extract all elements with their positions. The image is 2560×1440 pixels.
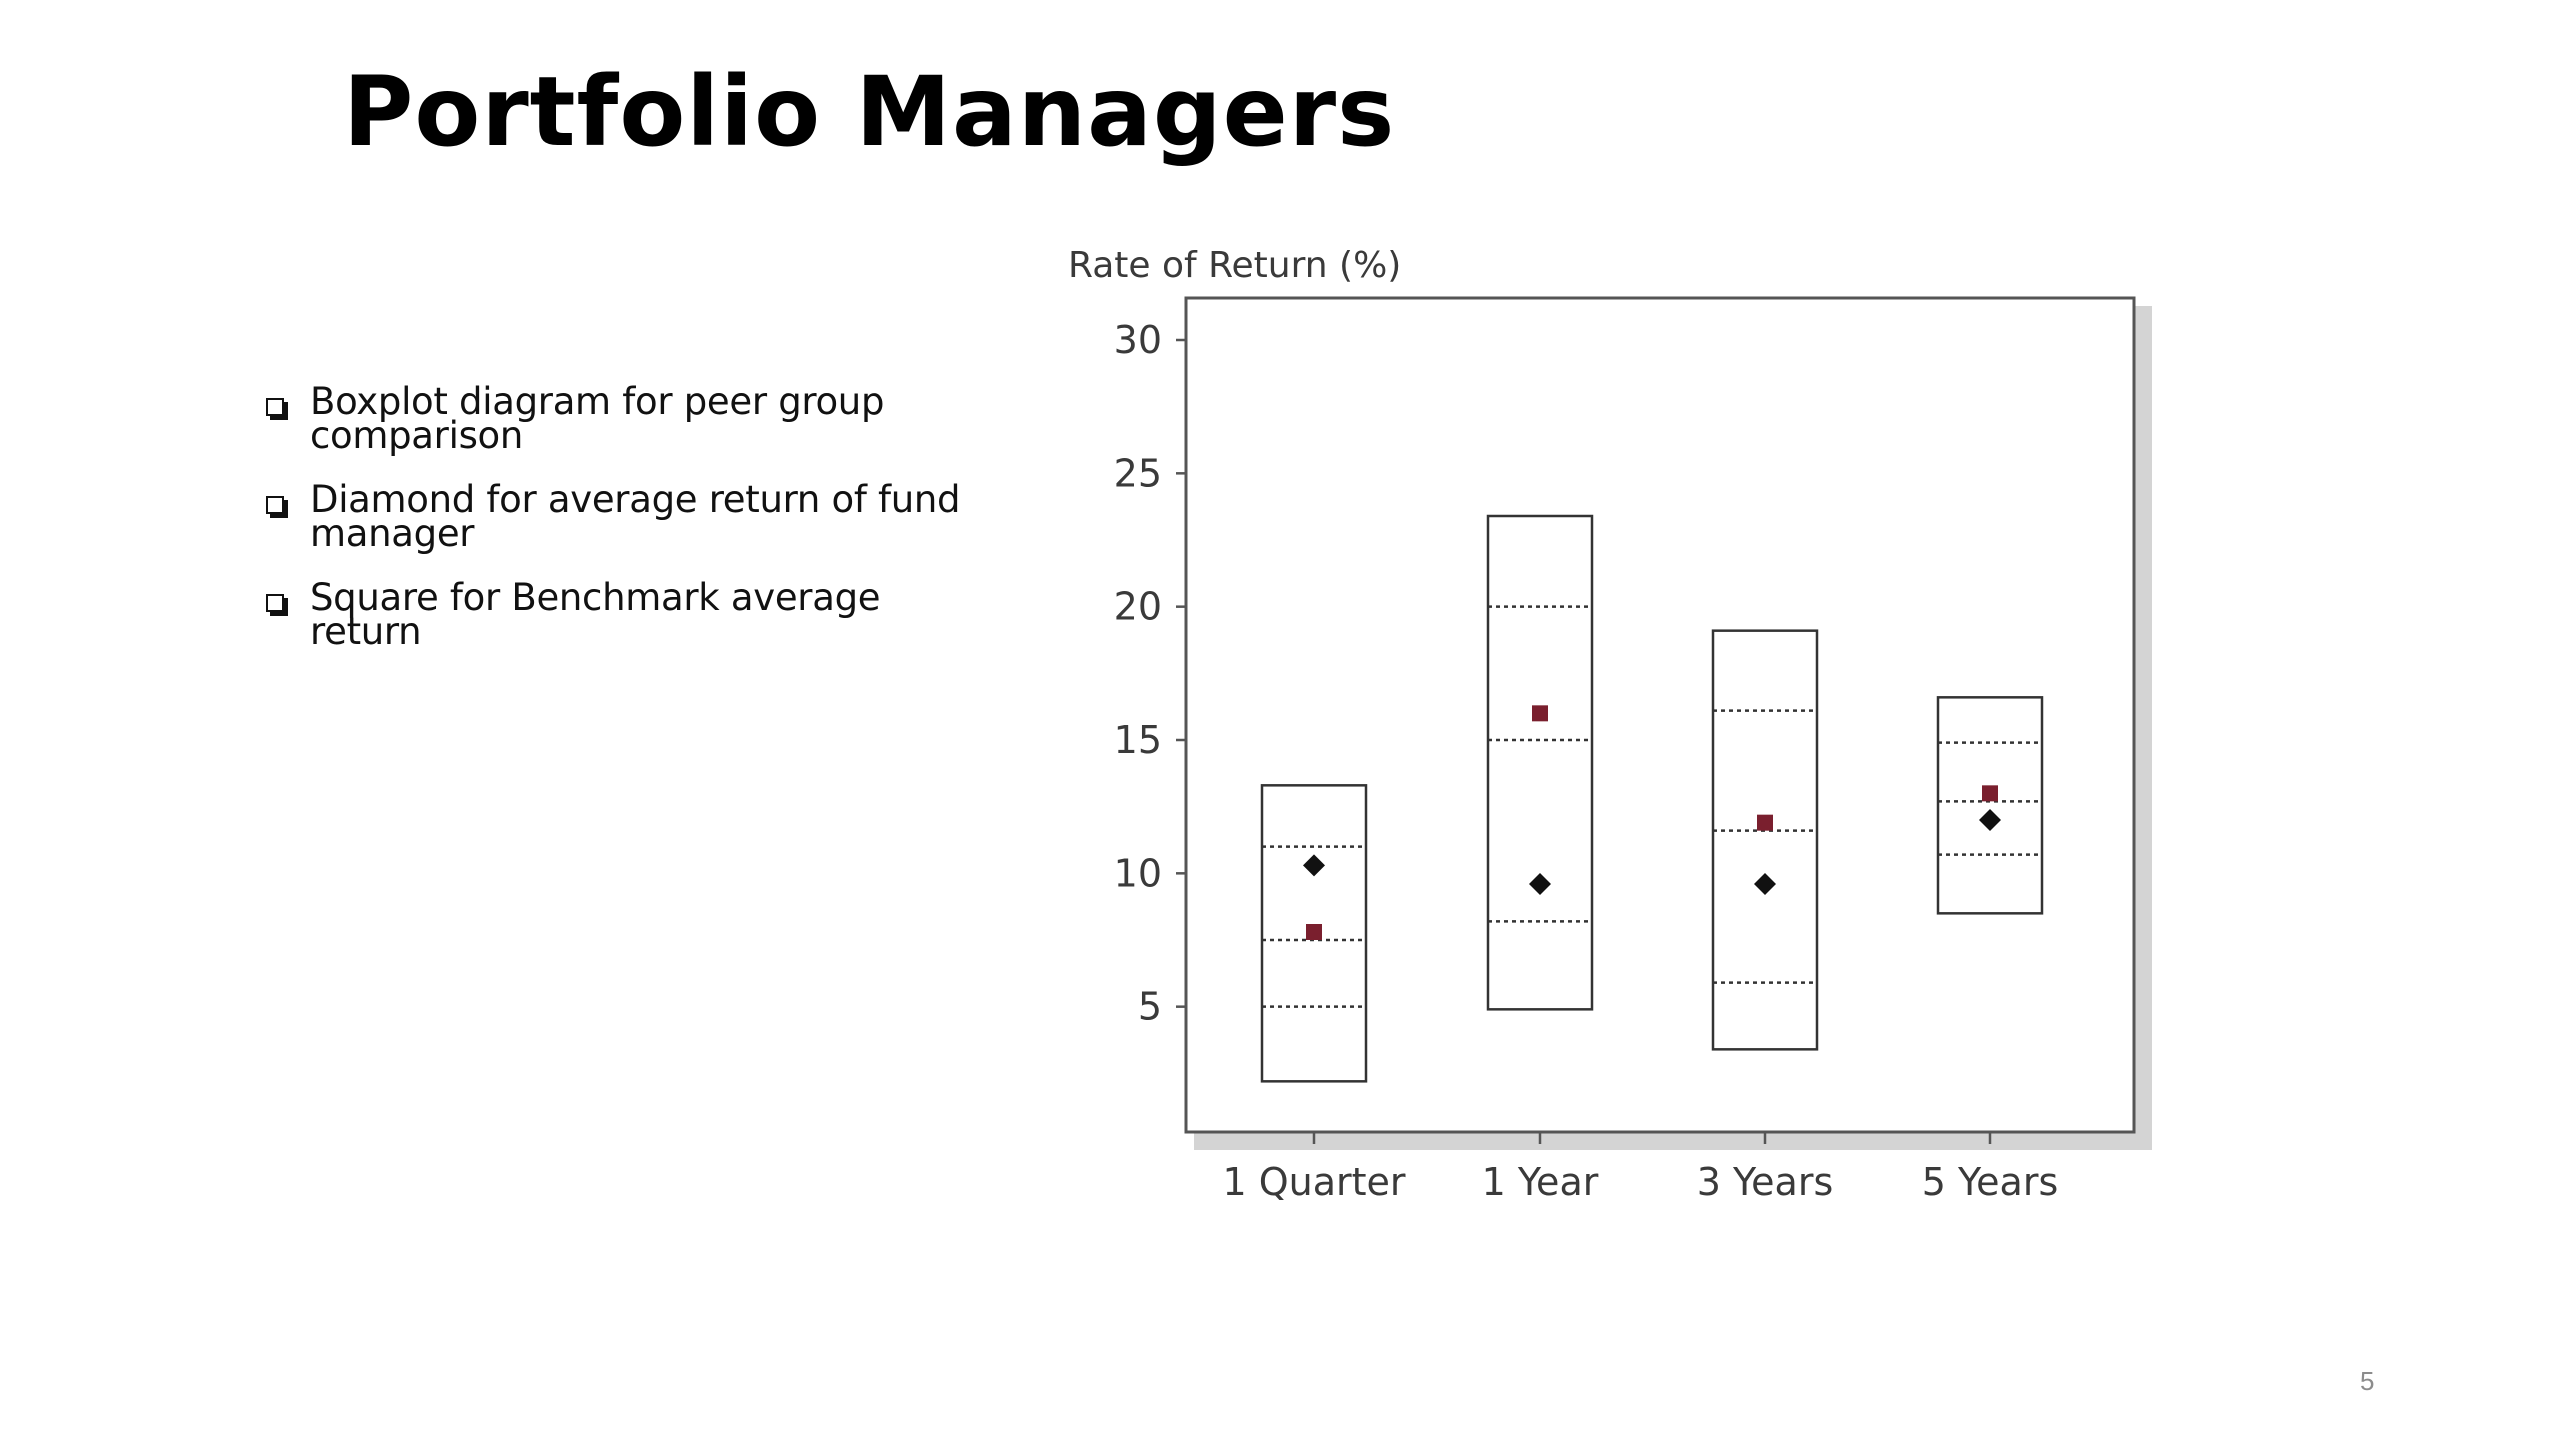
bullet-text: Boxplot diagram for peer group compariso… [310,380,885,457]
y-tick-label: 25 [1114,451,1162,495]
y-tick-label: 20 [1114,585,1162,629]
checkbox-bullet-icon [266,496,284,514]
fund-diamond-marker [1979,809,2001,831]
bullet-item: Diamond for average return of fund manag… [260,481,1000,552]
box-range-rect [1260,784,1368,1083]
x-axis-ticks: 1 Quarter 1 Year 3 Years 5 Years [1222,1132,2058,1204]
bullet-list: Boxplot diagram for peer group compariso… [260,383,1000,679]
fund-diamond-marker [1529,873,1551,895]
benchmark-square-marker [1982,785,1998,802]
boxplot-chart: Rate of Return (%) 5 10 15 20 25 30 1 Quarter… [1000,225,2200,1225]
page-number: 5 [2360,1366,2375,1396]
box-range-rect [1936,696,2044,915]
bullet-text: Square for Benchmark average return [310,576,881,653]
benchmark-square-marker [1757,814,1773,831]
marker-series [1303,705,2001,940]
boxplot-series [1260,514,2044,1083]
x-tick-label: 1 Year [1482,1160,1599,1204]
benchmark-square-marker [1306,924,1322,940]
checkbox-bullet-icon [266,398,284,416]
box [1711,629,1819,1051]
y-axis-label: Rate of Return (%) [1068,245,1401,286]
fund-diamond-marker [1754,873,1776,895]
y-tick-label: 30 [1114,318,1162,362]
box-range-rect [1486,514,1594,1011]
chart-svg: Rate of Return (%) 5 10 15 20 25 30 1 Quarter… [1068,245,2152,1204]
y-tick-label: 5 [1138,985,1162,1029]
box [1486,514,1594,1011]
y-axis-ticks: 5 10 15 20 25 30 [1114,318,1186,1029]
slide-title: Portfolio Managers [343,56,1396,168]
bullet-text: Diamond for average return of fund manag… [310,478,961,555]
fund-diamond-marker [1303,854,1325,877]
x-tick-label: 1 Quarter [1222,1160,1405,1204]
plot-area-frame [1184,296,2136,1134]
y-tick-label: 10 [1114,851,1162,895]
box [1260,784,1368,1083]
box-range-rect [1711,629,1819,1051]
checkbox-bullet-icon [266,594,284,612]
bullet-item: Square for Benchmark average return [260,579,1000,650]
bullet-item: Boxplot diagram for peer group compariso… [260,383,1000,454]
x-tick-label: 3 Years [1697,1160,1834,1204]
x-tick-label: 5 Years [1922,1160,2059,1204]
y-tick-label: 15 [1114,718,1162,762]
benchmark-square-marker [1532,705,1548,722]
